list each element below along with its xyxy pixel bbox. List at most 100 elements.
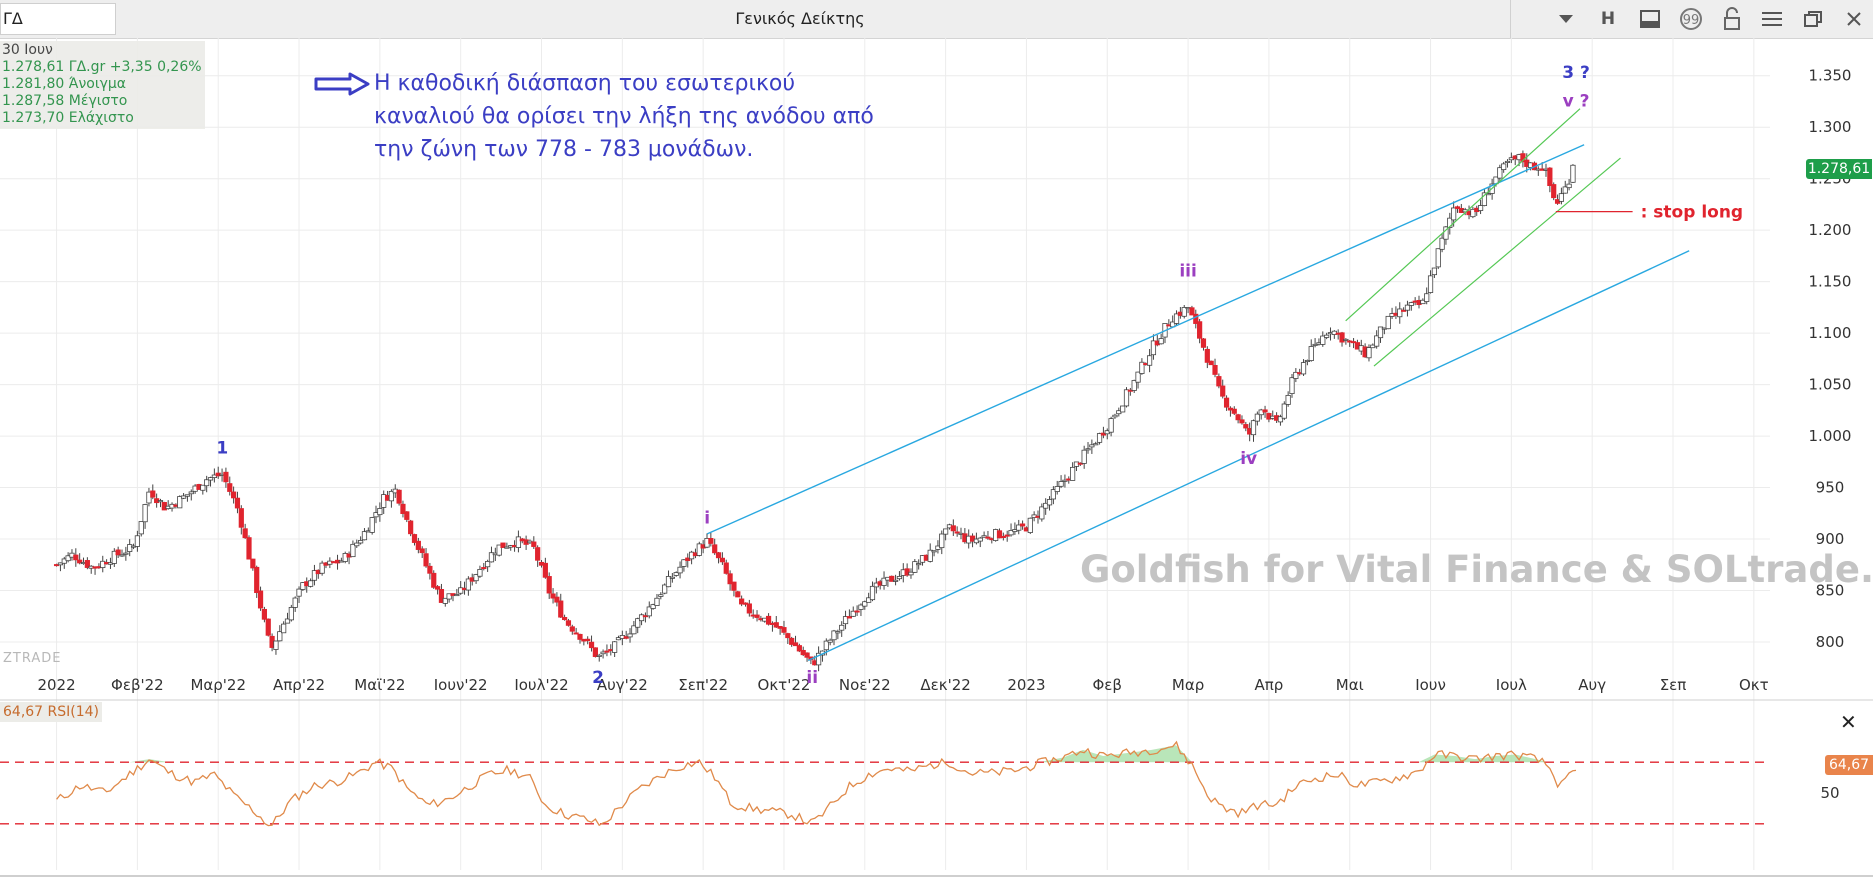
rsi-mid-tick: 50 — [1820, 784, 1839, 802]
ztrade-logo: ZTRADE — [3, 651, 62, 666]
candle-down — [238, 508, 244, 528]
chevron-down-icon[interactable] — [1552, 6, 1580, 32]
info-date: 30 Ιουν — [2, 42, 53, 58]
candle-up — [488, 552, 495, 563]
candle-up — [827, 639, 833, 643]
candle-up — [1300, 362, 1307, 375]
candle-up — [1062, 479, 1068, 482]
candle-down — [1454, 206, 1461, 209]
symbol-input[interactable]: ΓΔ — [0, 3, 116, 35]
candle-down — [592, 647, 598, 657]
ohlc-info-panel: 30 Ιουν 1.278,61 ΓΔ.gr +3,35 0,26% 1.281… — [0, 41, 205, 129]
y-tick-label: 1.300 — [1809, 118, 1852, 136]
candle-up — [1497, 167, 1503, 179]
y-tick-label: 1.000 — [1809, 427, 1852, 445]
restore-window-icon[interactable] — [1799, 6, 1827, 32]
candle-up — [100, 560, 106, 568]
candle-up — [277, 631, 283, 642]
candle-down — [723, 562, 729, 574]
candle-up — [939, 533, 945, 549]
candle-down — [1262, 409, 1268, 413]
candle-down — [481, 567, 487, 570]
candle-down — [84, 560, 90, 568]
candle-down — [781, 627, 787, 633]
h-mode-button[interactable]: H — [1600, 9, 1616, 29]
candle-down — [1204, 348, 1210, 363]
candle-up — [1039, 506, 1045, 520]
candle-up — [635, 618, 641, 628]
candle-down — [396, 489, 402, 504]
candle-up — [1277, 416, 1284, 423]
candle-up — [916, 563, 922, 566]
candle-down — [561, 617, 568, 621]
candle-down — [746, 603, 752, 614]
candle-up — [1112, 414, 1118, 418]
candle-up — [1408, 302, 1414, 306]
candle-down — [715, 552, 722, 559]
candle-down — [727, 573, 733, 585]
candle-down — [408, 520, 414, 535]
quote-icon[interactable]: 99 — [1677, 6, 1705, 32]
candle-up — [307, 580, 314, 587]
candle-up — [631, 625, 637, 635]
price-chart[interactable]: 800 850 900 950 1.000 1.050 1.100 1.150 1.200 1.2… — [0, 38, 1873, 883]
candle-up — [816, 652, 822, 666]
rsi-value-badge: 64,67 — [1825, 755, 1873, 775]
candle-up — [377, 508, 383, 516]
candle-down — [773, 622, 779, 628]
candle-down — [546, 576, 552, 594]
candle-up — [896, 576, 903, 580]
candle-up — [892, 579, 899, 582]
candle-up — [1043, 502, 1049, 509]
close-window-icon[interactable] — [1840, 6, 1868, 32]
candle-down — [234, 497, 241, 509]
candle-down — [550, 593, 556, 599]
candle-up — [912, 561, 918, 573]
candle-down — [565, 620, 572, 626]
candle-up — [184, 494, 191, 497]
arrow-right-icon — [314, 72, 370, 96]
candle-up — [1385, 315, 1391, 330]
candle-down — [719, 557, 725, 563]
wave-label: i — [704, 509, 710, 529]
candle-up — [358, 540, 364, 544]
y-tick-label: 900 — [1816, 530, 1845, 548]
candle-down — [1212, 364, 1218, 375]
candle-up — [677, 566, 683, 574]
candle-down — [789, 637, 795, 645]
candle-up — [1504, 160, 1511, 163]
candle-down — [796, 645, 802, 652]
candle-down — [954, 531, 960, 534]
candle-up — [111, 550, 117, 564]
candle-up — [1374, 335, 1380, 347]
candle-down — [846, 616, 852, 619]
candle-up — [504, 546, 510, 549]
candle-up — [1343, 338, 1349, 341]
candle-up — [123, 552, 129, 555]
info-change: +3,35 0,26% — [109, 59, 202, 75]
candle-up — [1054, 486, 1060, 492]
candle-up — [200, 484, 206, 491]
candle-down — [115, 549, 121, 556]
candle-up — [354, 542, 360, 547]
close-indicator-icon[interactable]: ✕ — [1840, 710, 1857, 734]
candle-down — [754, 614, 760, 618]
y-tick-label: 1.200 — [1809, 221, 1852, 239]
x-tick-label: 2022 — [37, 676, 75, 694]
candle-up — [157, 500, 164, 503]
toolbar-separator — [1510, 0, 1511, 38]
candle-up — [454, 594, 460, 597]
candle-up — [662, 584, 668, 594]
unlock-icon[interactable] — [1718, 6, 1746, 32]
candle-up — [1558, 193, 1565, 202]
menu-icon[interactable] — [1758, 6, 1786, 32]
x-tick-label: Αυγ'22 — [597, 676, 648, 694]
candle-up — [673, 572, 679, 576]
candle-down — [854, 610, 860, 613]
candle-down — [150, 490, 156, 498]
candle-up — [211, 474, 217, 479]
panel-icon[interactable] — [1636, 6, 1664, 32]
candle-up — [1108, 418, 1114, 433]
candle-up — [1439, 237, 1445, 250]
candle-up — [204, 479, 210, 487]
